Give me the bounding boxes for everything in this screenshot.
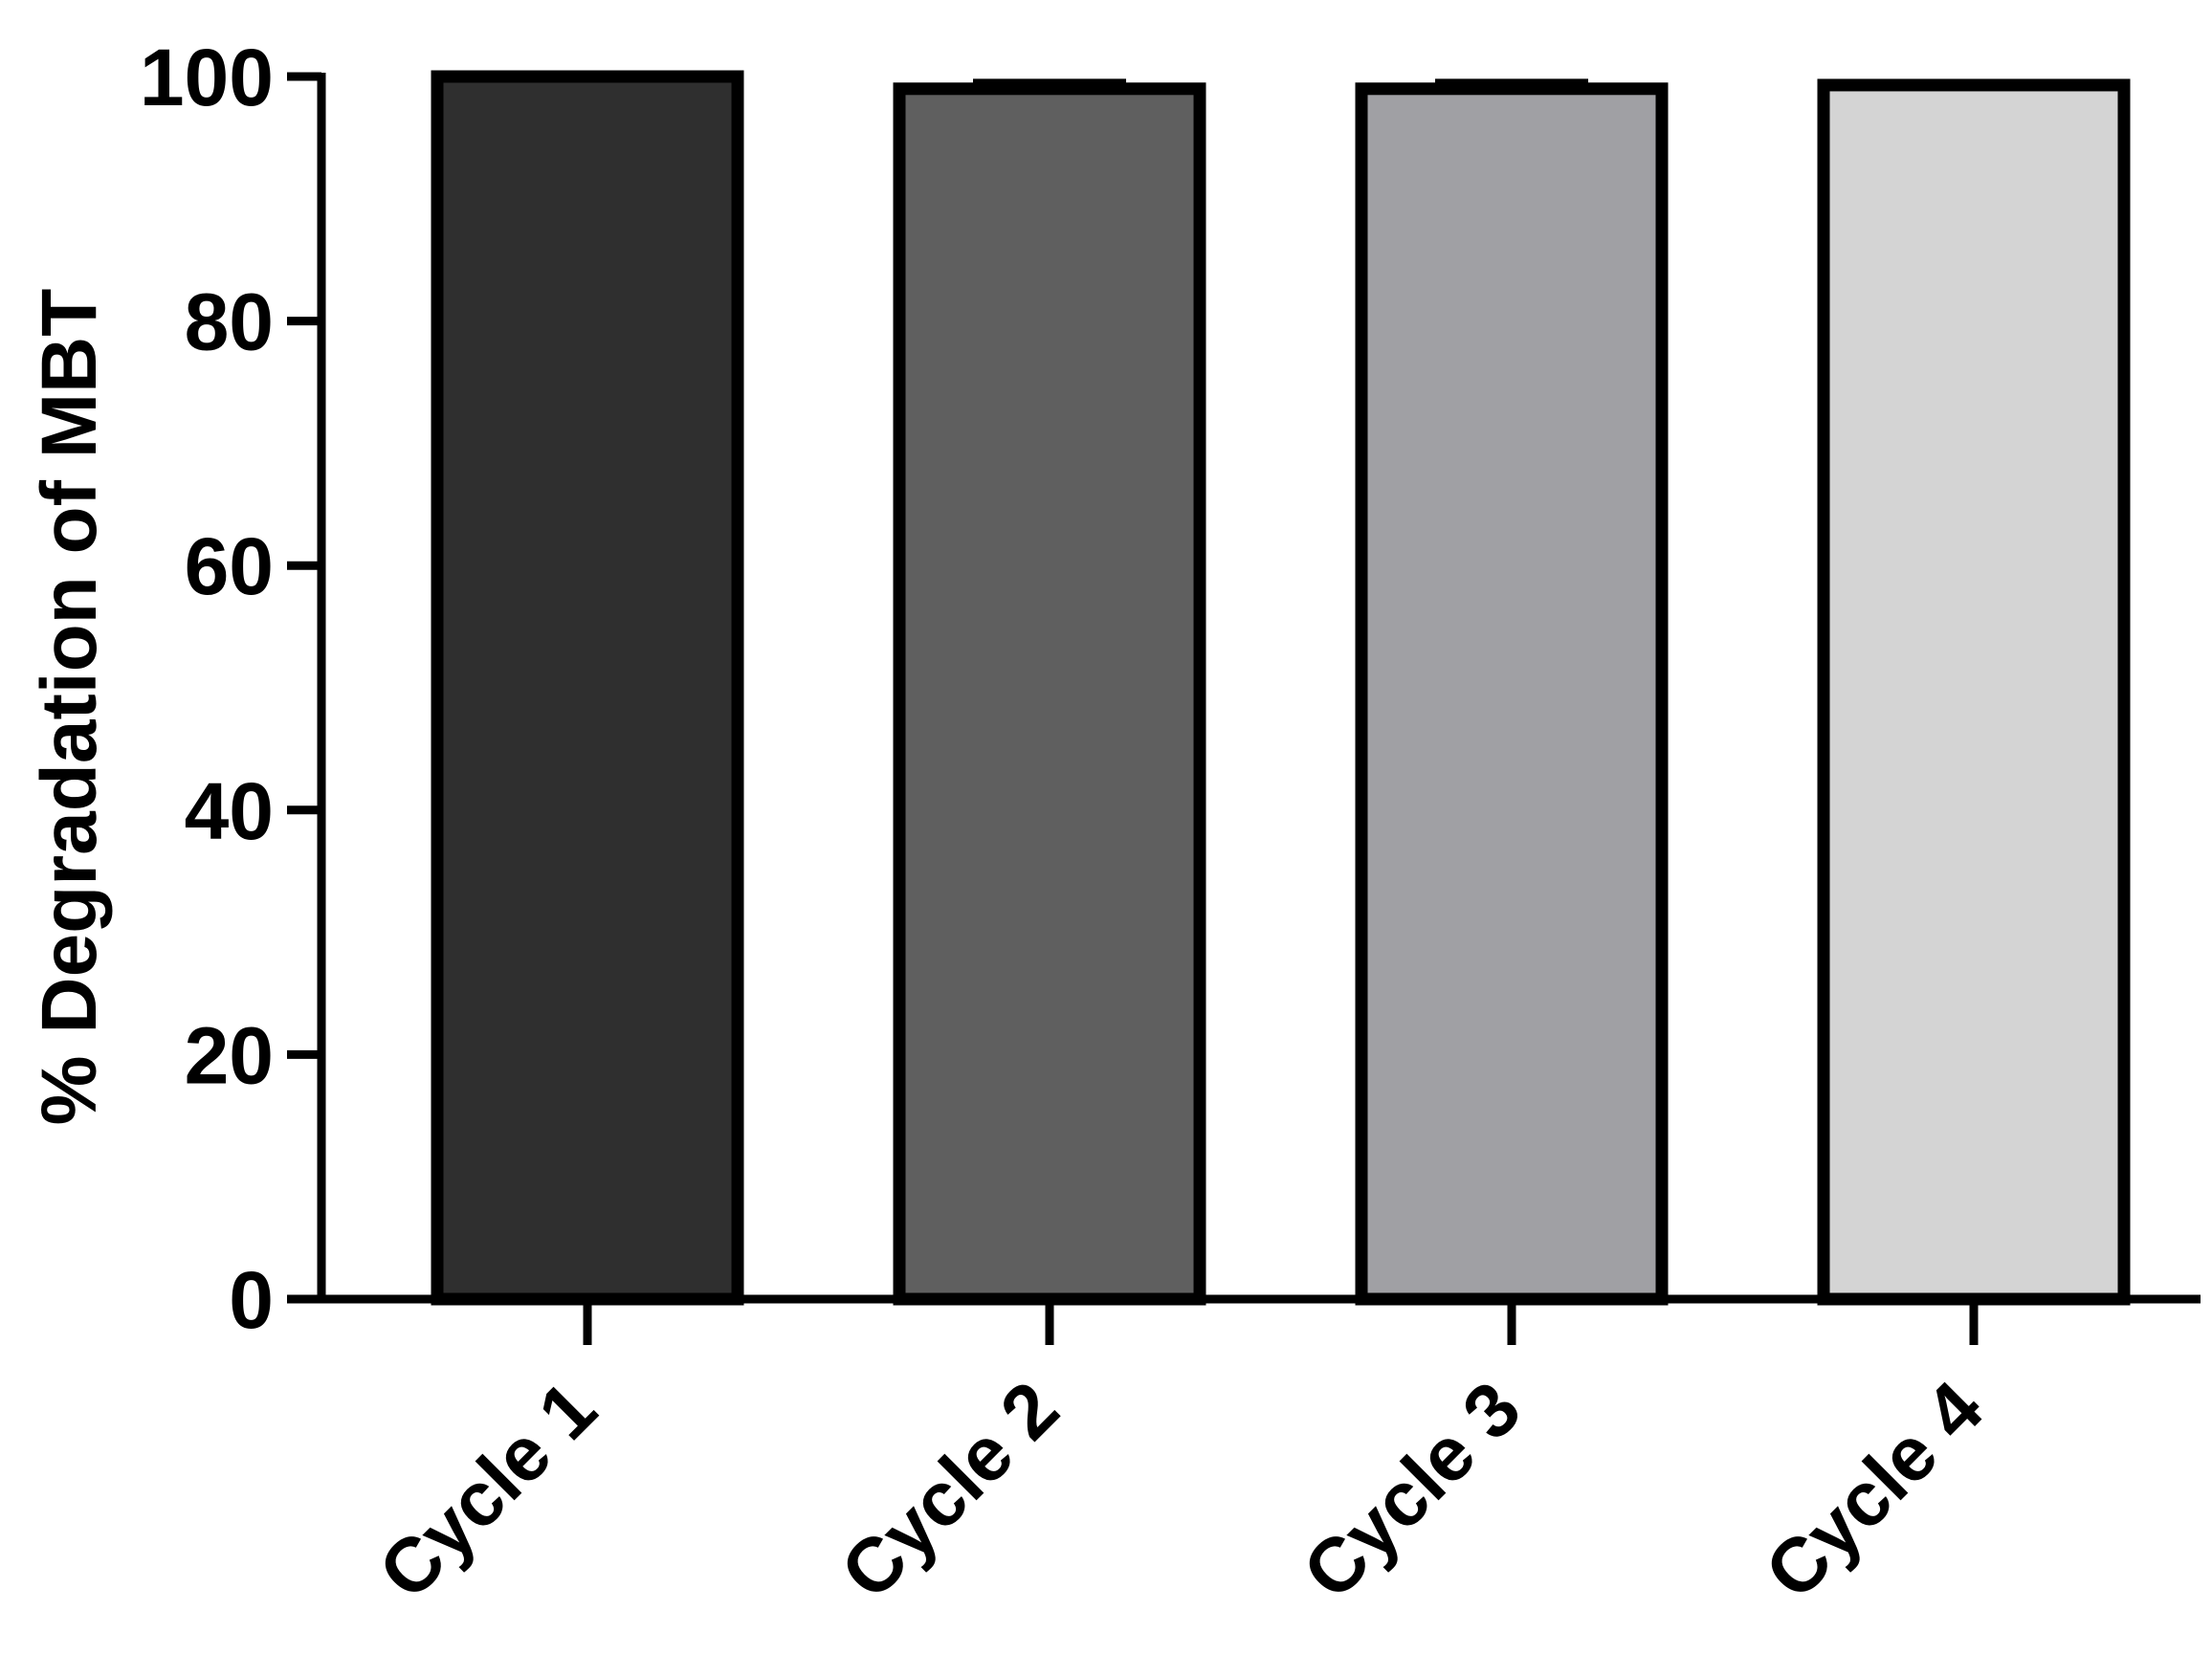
bar-4 [1817,78,2131,1306]
axes-layer [317,73,2201,1304]
y-tick-label-80: 80 [185,277,274,367]
y-axis-title: % Degradation of MBT [26,289,113,1126]
x-tick-label-3: Cycle 3 [1287,1365,1537,1615]
bar-2 [893,82,1206,1306]
error-bars-layer [973,78,1588,89]
y-ticks: 0 20 40 60 80 100 [140,33,321,1345]
y-tick-label-100: 100 [140,33,274,122]
bar-1 [431,70,744,1306]
y-tick-label-60: 60 [185,521,274,611]
x-tick-label-2: Cycle 2 [825,1365,1074,1615]
x-ticks: Cycle 1 Cycle 2 Cycle 3 Cycle 4 [363,1299,1999,1615]
x-tick-label-1: Cycle 1 [363,1365,612,1615]
y-tick-label-20: 20 [185,1010,274,1100]
x-tick-label-4: Cycle 4 [1749,1365,1999,1615]
bar-3 [1355,82,1669,1306]
bars-layer [431,70,2131,1306]
y-tick-label-0: 0 [229,1255,274,1345]
y-tick-label-40: 40 [185,766,274,856]
